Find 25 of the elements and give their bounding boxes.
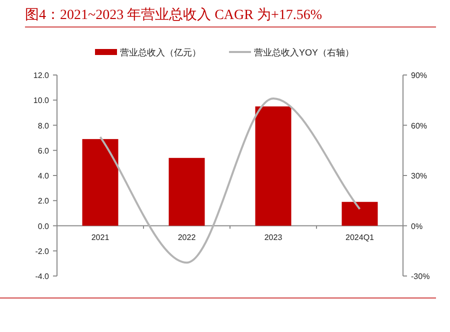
title: 图4：2021~2023 年营业总收入 CAGR 为+17.56% [25,8,322,23]
legend-label: 营业总收入YOY（右轴） [254,48,354,58]
y-tick-label: -2.0 [35,246,50,256]
y-tick-label: 10.0 [33,96,50,106]
bar [255,106,292,226]
x-tick-label: 2024Q1 [346,232,375,242]
x-tick-label: 2023 [264,232,283,242]
x-tick-label: 2022 [178,232,196,242]
bar [342,202,378,226]
y2-tick-label: 60% [411,121,428,130]
y2-tick-label: 90% [411,71,428,80]
legend-label: 营业总收入（亿元） [120,48,201,58]
y2-tick-label: -30% [411,272,430,281]
y-tick-label: 8.0 [38,121,50,130]
x-tick-label: 2021 [91,232,110,242]
y-tick-label: 2.0 [38,196,50,206]
y2-tick-label: 30% [411,172,428,180]
bar [168,158,205,226]
y-tick-label: 4.0 [38,172,50,180]
bar [82,139,118,226]
y-tick-label: 12.0 [33,71,50,80]
y2-tick-label: 0% [411,222,423,231]
y-tick-label: 6.0 [38,146,50,156]
y-tick-label: -4.0 [35,272,50,281]
y-tick-label: 0.0 [38,222,50,231]
